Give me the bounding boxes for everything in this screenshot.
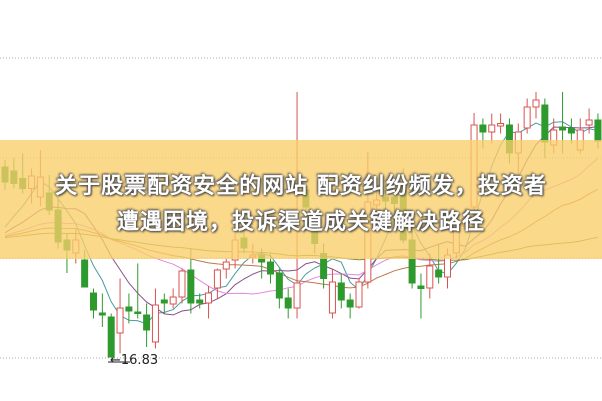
candle-body — [143, 314, 151, 331]
candle — [125, 293, 133, 324]
candle-body — [541, 104, 549, 143]
candle-body — [417, 285, 425, 289]
candle-body — [328, 281, 336, 314]
candle-body — [355, 281, 363, 308]
candle — [488, 113, 496, 144]
candle-body — [337, 282, 345, 301]
candle — [328, 268, 336, 319]
candle — [222, 258, 230, 279]
candle-body — [488, 124, 496, 133]
candle-body — [559, 126, 567, 131]
candle — [160, 293, 168, 314]
candle — [143, 303, 151, 347]
candle — [213, 268, 221, 299]
candle-body — [205, 292, 213, 304]
candle-body — [178, 270, 186, 298]
candle — [98, 293, 106, 327]
candle — [107, 313, 115, 358]
candle — [532, 92, 540, 119]
candle-body — [213, 269, 221, 289]
candle — [205, 286, 213, 319]
candle-body — [116, 307, 124, 334]
candle-body — [532, 99, 540, 108]
candle — [497, 113, 505, 134]
candle-body — [125, 306, 133, 312]
candle — [90, 288, 97, 319]
candle — [116, 278, 124, 354]
candle-body — [426, 265, 434, 289]
headline-line-2: 遭遇困境，投诉渠道成关键解决路径 — [116, 210, 485, 235]
candle-body — [523, 106, 531, 129]
candle — [337, 273, 345, 309]
candle-body — [151, 304, 159, 343]
candle-body — [346, 299, 354, 308]
candle-body — [267, 261, 274, 275]
candle-body — [90, 292, 97, 311]
candle-body — [293, 282, 301, 309]
candle-body — [98, 312, 106, 316]
headline-banner — [0, 140, 602, 259]
candle — [284, 288, 292, 319]
candle — [426, 253, 434, 299]
candle-body — [585, 119, 593, 126]
candle — [346, 293, 354, 319]
candle-body — [497, 123, 505, 127]
candle-body — [594, 119, 602, 142]
candle — [275, 268, 283, 309]
candle-body — [81, 259, 89, 288]
candle — [355, 278, 363, 309]
candle-body — [284, 297, 292, 309]
candle — [523, 98, 531, 134]
candle-body — [435, 269, 443, 278]
candle-body — [275, 272, 283, 299]
candle — [151, 288, 159, 349]
candle — [567, 118, 575, 144]
candle — [187, 248, 195, 314]
candle-body — [187, 269, 195, 304]
candle — [134, 263, 142, 319]
candle-body — [107, 316, 115, 358]
candle-body — [479, 124, 487, 133]
candle-body — [160, 299, 168, 304]
candle — [417, 273, 425, 319]
candle-body — [222, 261, 230, 270]
headline-line-1: 关于股票配资安全的网站 配资纠纷频发，投资者 — [55, 174, 547, 199]
candle-body — [169, 296, 177, 305]
candle-body — [196, 299, 204, 304]
candle-body — [134, 311, 142, 314]
candle — [585, 108, 593, 134]
low-price-annotation: ←16.83 — [110, 353, 159, 368]
candle — [196, 293, 204, 309]
candle — [178, 268, 186, 304]
candle-body — [567, 127, 575, 134]
candle — [169, 288, 177, 309]
